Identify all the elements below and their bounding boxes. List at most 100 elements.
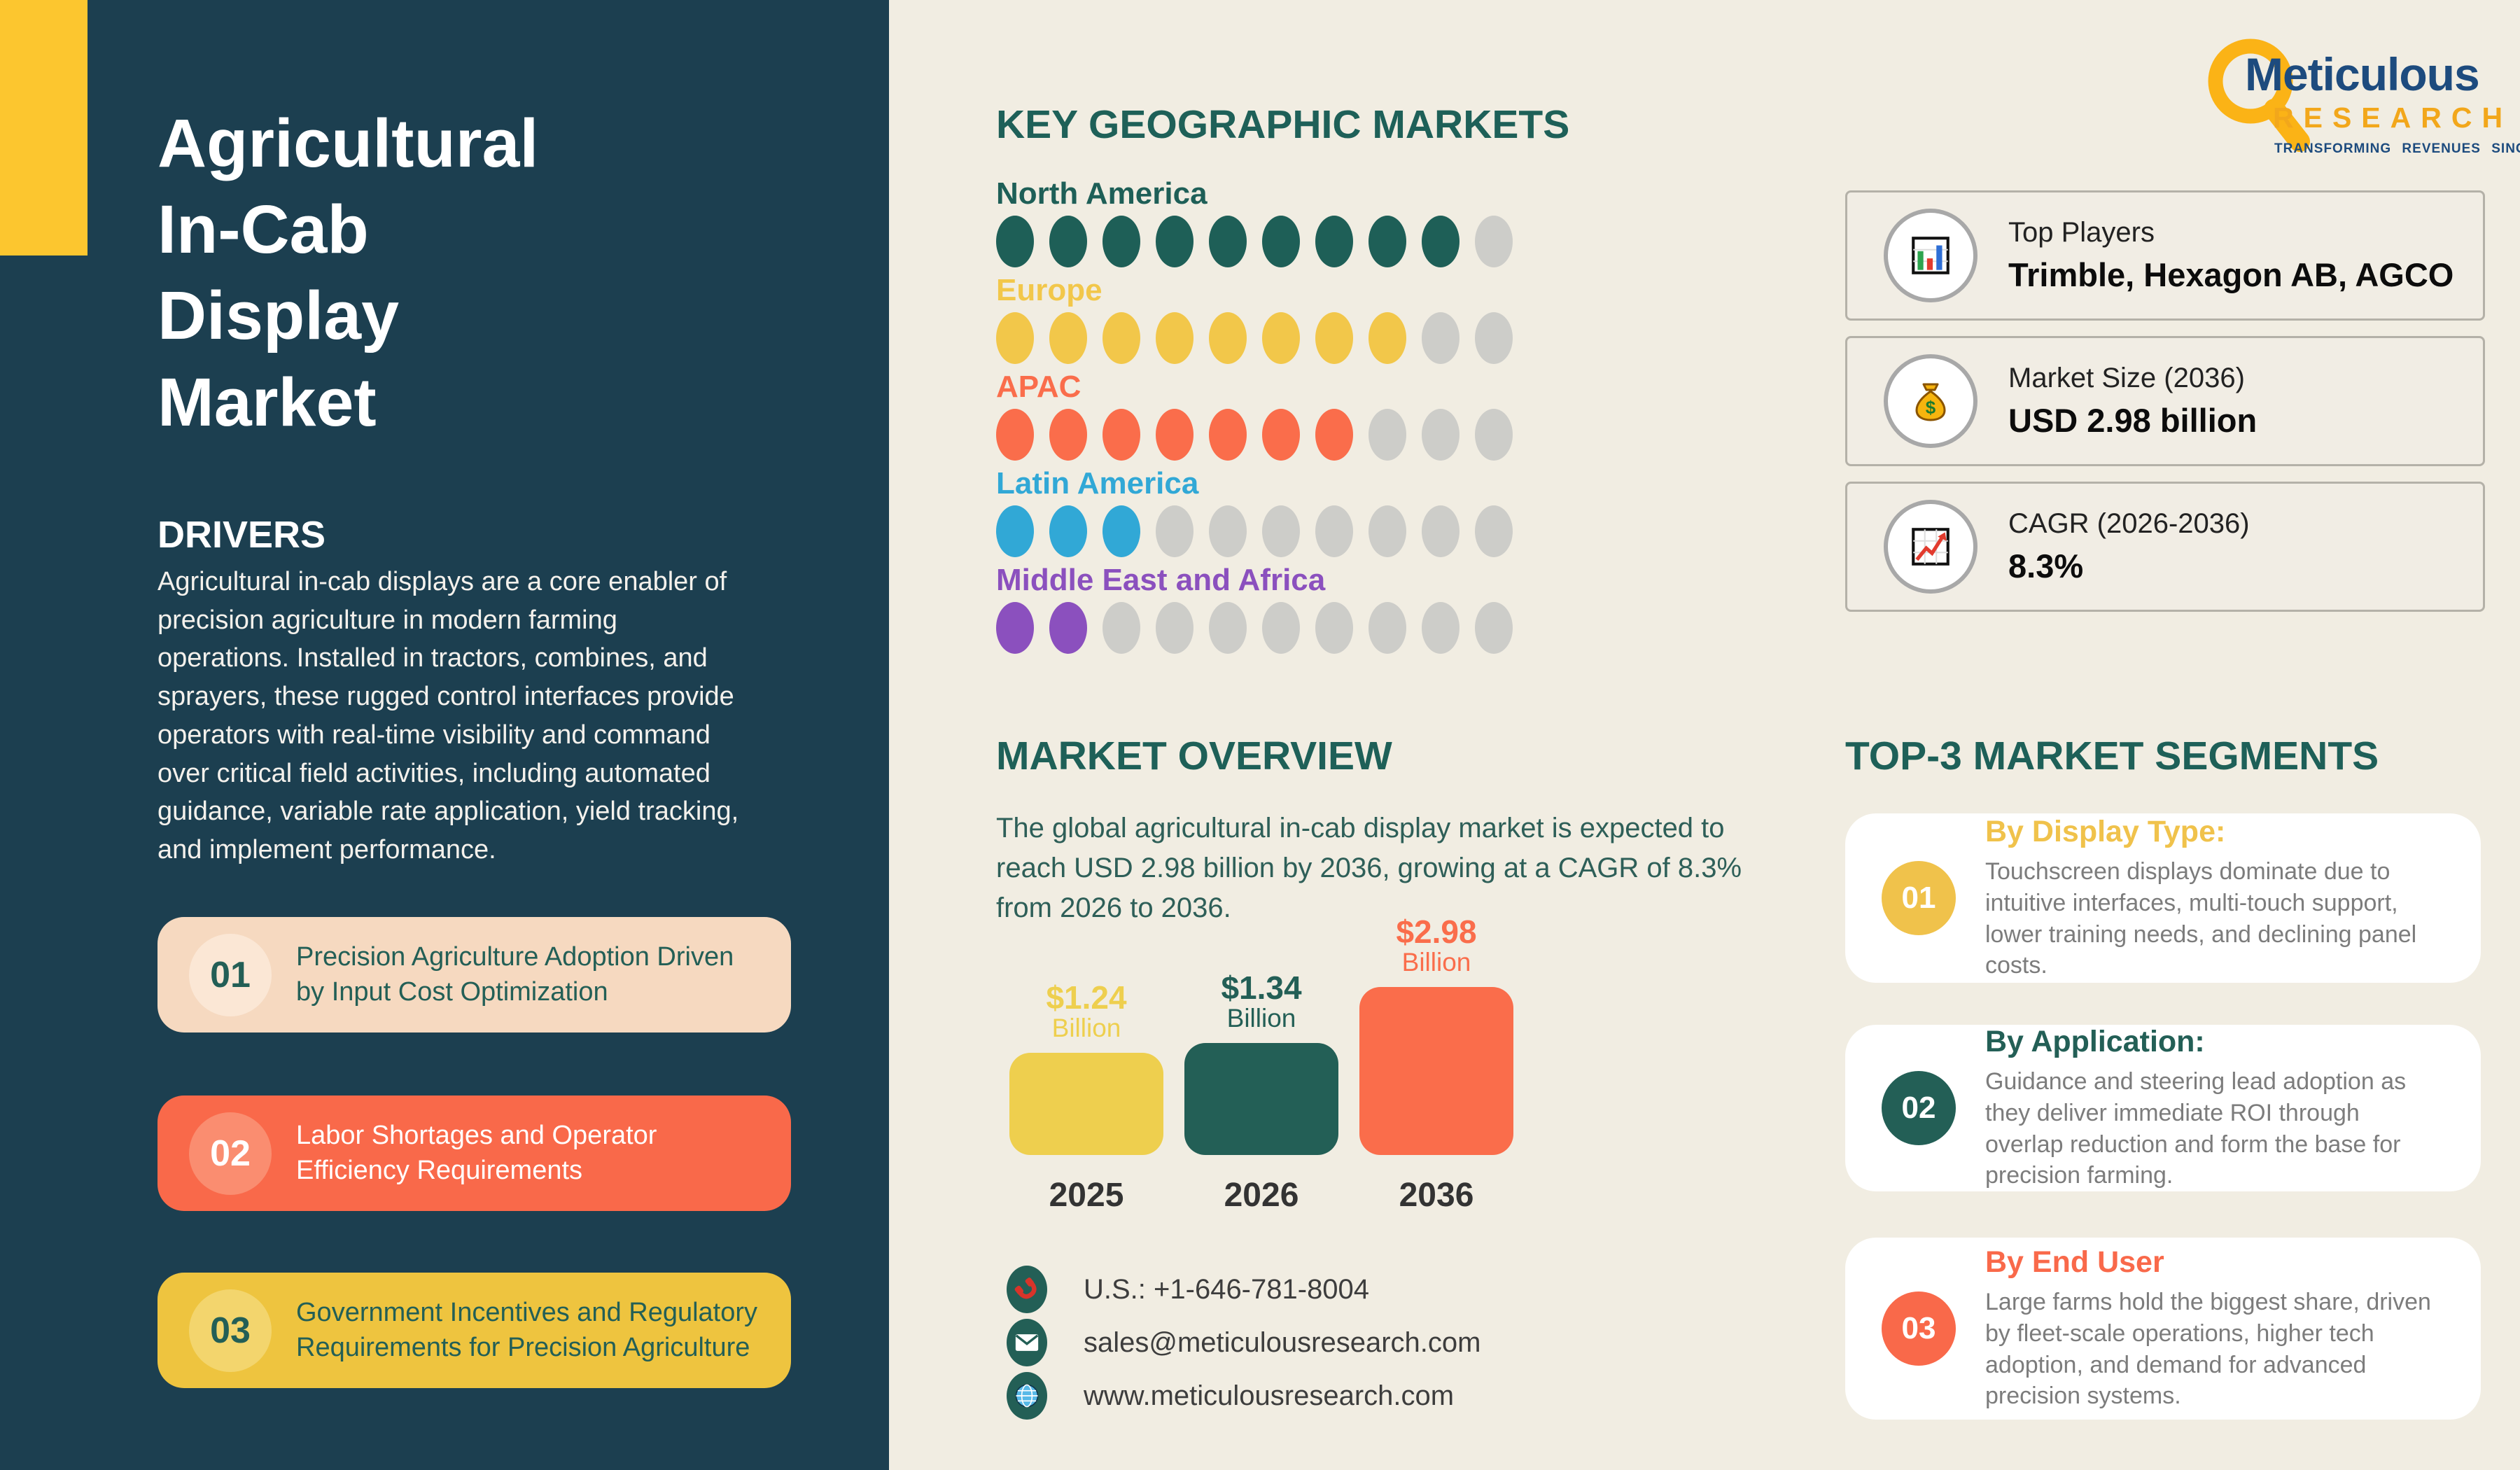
year-labels-row: 2025 2026 2036 (1001, 1176, 1561, 1214)
logo-subtitle: RESEARCH (2273, 102, 2513, 134)
driver-text: Government Incentives and Regulatory Req… (296, 1298, 758, 1362)
contact-website[interactable]: www.meticulousresearch.com (1084, 1380, 1455, 1411)
bar-2036 (1359, 987, 1513, 1155)
dot (1262, 602, 1300, 654)
segment-number: 03 (1882, 1292, 1956, 1366)
region-row: Latin America (996, 468, 1794, 558)
sidebar: Agricultural In-Cab Display Market DRIVE… (0, 0, 889, 1470)
dot (1102, 216, 1140, 268)
driver-text: Labor Shortages and Operator Efficiency … (296, 1121, 657, 1185)
dot (1156, 602, 1194, 654)
drivers-heading: DRIVERS (158, 513, 326, 556)
dot (1049, 216, 1087, 268)
overview-heading: MARKET OVERVIEW (996, 734, 1392, 779)
email-icon (1007, 1319, 1047, 1366)
bar-column-2026: $1.34 Billion (1184, 971, 1338, 1155)
dot (1049, 602, 1087, 654)
bar-unit-label: Billion (1401, 948, 1471, 977)
dot (1475, 216, 1513, 268)
contact-row-website: www.meticulousresearch.com (1007, 1372, 1480, 1420)
dot (1262, 409, 1300, 461)
stat-value: USD 2.98 billion (2008, 402, 2258, 439)
dot (1262, 312, 1300, 365)
stat-value: Trimble, Hexagon AB, AGCO (2008, 256, 2454, 293)
region-label: Europe (996, 273, 1102, 308)
dot (1102, 312, 1140, 365)
market-size-bar-chart: $1.24 Billion $1.34 Billion $2.98 Billio… (1001, 861, 1561, 1214)
contact-row-phone: U.S.: +1-646-781-8004 (1007, 1266, 1480, 1313)
dot (1262, 216, 1300, 268)
contact-section: U.S.: +1-646-781-8004 sales@meticulousre… (1007, 1266, 1480, 1425)
stat-label: CAGR (2026-2036) (2008, 508, 2250, 539)
dot (1422, 409, 1460, 461)
driver-card-1: 01 Precision Agriculture Adoption Driven… (158, 917, 791, 1032)
dot-rating (996, 312, 1794, 365)
region-label: Middle East and Africa (996, 563, 1326, 598)
dot (1209, 409, 1247, 461)
region-label: North America (996, 176, 1208, 211)
segment-title: By Display Type: (1985, 814, 2226, 848)
stat-card-market-size: $ Market Size (2036) USD 2.98 billion (1845, 336, 2485, 466)
logo-title: Meticulous (2245, 48, 2480, 100)
segment-text: Guidance and steering lead adoption as t… (1985, 1068, 2407, 1189)
dot (1156, 312, 1194, 365)
region-label: APAC (996, 370, 1082, 405)
driver-number: 02 (189, 1112, 272, 1195)
segments-heading: TOP-3 MARKET SEGMENTS (1845, 734, 2379, 779)
dot (1049, 505, 1087, 558)
contact-email[interactable]: sales@meticulousresearch.com (1084, 1326, 1481, 1358)
dot-rating (996, 409, 1794, 461)
segment-card-display-type: 01 By Display Type: Touchscreen displays… (1845, 813, 2481, 983)
svg-text:$: $ (1926, 397, 1936, 418)
driver-card-2: 02 Labor Shortages and Operator Efficien… (158, 1096, 791, 1211)
bar-value-label: $1.34 (1221, 969, 1302, 1007)
magnifier-icon (2208, 38, 2310, 152)
dot (1156, 505, 1194, 558)
stat-value: 8.3% (2008, 547, 2084, 584)
money-bag-icon: $ (1884, 354, 1977, 448)
dot (1102, 505, 1140, 558)
dot (1368, 409, 1406, 461)
segment-number: 01 (1882, 861, 1956, 935)
bars-row: $1.24 Billion $1.34 Billion $2.98 Billio… (1001, 861, 1561, 1155)
dot (1315, 312, 1353, 365)
dot (1315, 505, 1353, 558)
dot (1475, 505, 1513, 558)
bar-year-label: 2026 (1224, 1177, 1299, 1214)
geo-heading: KEY GEOGRAPHIC MARKETS (996, 102, 1570, 148)
dot (1315, 409, 1353, 461)
region-row: APAC (996, 372, 1794, 461)
dot (996, 602, 1034, 654)
dot (1209, 602, 1247, 654)
segment-text: Large farms hold the biggest share, driv… (1985, 1288, 2431, 1410)
stat-label: Market Size (2036) (2008, 363, 2245, 393)
dot (996, 505, 1034, 558)
overview-text: The global agricultural in-cab display m… (996, 813, 1742, 923)
bar-unit-label: Billion (1051, 1014, 1121, 1043)
bar-column-2025: $1.24 Billion (1009, 981, 1163, 1155)
bar-2025 (1009, 1053, 1163, 1155)
page-title: Agricultural In-Cab Display Market (158, 104, 539, 440)
stat-label: Top Players (2008, 217, 2155, 248)
contact-phone[interactable]: U.S.: +1-646-781-8004 (1084, 1273, 1370, 1305)
accent-bar (0, 0, 88, 255)
bar-unit-label: Billion (1226, 1004, 1296, 1033)
drivers-description: Agricultural in-cab displays are a core … (158, 567, 739, 865)
segment-text: Touchscreen displays dominate due to int… (1985, 858, 2417, 979)
dot (996, 409, 1034, 461)
dot (1475, 409, 1513, 461)
logo-tagline: TRANSFORMING REVENUES SINCE 2010 (2274, 141, 2520, 156)
dot (1262, 505, 1300, 558)
market-overview-section: MARKET OVERVIEW The global agricultural … (996, 700, 1801, 956)
dot (996, 312, 1034, 365)
stat-card-top-players: Top Players Trimble, Hexagon AB, AGCO (1845, 190, 2485, 321)
phone-icon (1007, 1266, 1047, 1313)
bar-column-2036: $2.98 Billion (1359, 915, 1513, 1155)
dot (1156, 409, 1194, 461)
segment-title: By End User (1985, 1245, 2164, 1279)
segment-card-application: 02 By Application: Guidance and steering… (1845, 1025, 2481, 1191)
globe-icon (1007, 1372, 1047, 1420)
bar-value-label: $2.98 (1396, 913, 1477, 951)
geo-markets-section: KEY GEOGRAPHIC MARKETS North America Eur… (996, 69, 1794, 662)
bar-chart-icon (1884, 209, 1977, 302)
